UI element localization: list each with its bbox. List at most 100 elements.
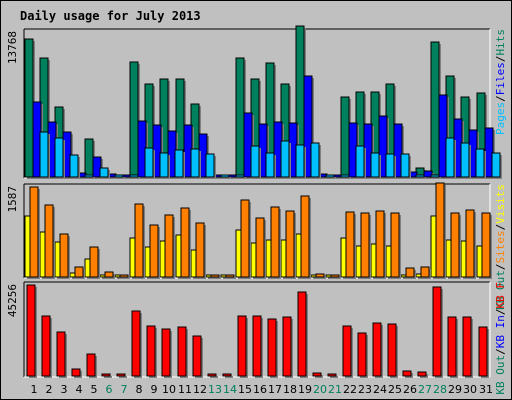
legend-item-top-2: Files [494,62,507,95]
bar-pages-day-6-shadow [117,177,125,179]
bar-kb-f-day-1 [26,284,36,377]
bar-sites-day-3 [59,233,69,278]
bar-sites-day-13-shadow [213,277,221,279]
bar-pages-day-25 [400,153,410,178]
bar-sites-day-26 [405,267,415,278]
bar-kb-f-day-7 [116,373,126,377]
bar-hits-day-5 [84,138,94,178]
bar-pages-day-10 [174,149,184,178]
bar-pages-day-2 [54,137,64,178]
bar-kb-f-day-21 [327,373,337,377]
bar-sites-day-27 [420,266,430,278]
bar-files-day-19 [303,75,313,178]
panel-middle-scale-label: 1587 [6,186,19,213]
bar-kb-f-day-6-shadow [104,376,112,378]
day-label-2: 2 [46,383,53,396]
day-label-1: 1 [31,383,38,396]
bar-pages-day-27 [430,174,440,178]
bar-kb-f-day-6 [101,373,111,377]
legend-item-middle-0: KB Out [494,270,507,310]
bar-pages-day-13-shadow [223,177,231,179]
bar-sites-day-23 [360,212,370,278]
bar-visits-day-7-shadow [117,277,124,279]
bar-pages-day-7-shadow [132,177,140,179]
bar-files-day-25 [393,123,403,178]
bar-pages-day-21-shadow [343,177,351,179]
bar-sites-day-19 [300,195,310,278]
legend-item-top-3: / [494,56,507,63]
legend-item-top-0: Pages [494,102,507,135]
day-label-25: 25 [388,383,402,396]
bar-pages-day-18 [295,144,305,178]
day-label-5: 5 [91,383,98,396]
bar-sites-day-21-shadow [333,277,341,279]
day-label-12: 12 [193,383,207,396]
bar-files-day-28 [438,94,448,178]
bar-kb-f-day-22 [342,325,352,377]
bar-kb-f-day-15 [237,315,247,377]
bar-pages-day-20 [325,174,335,178]
panel-bottom-legend: KB Out/KB In/KB F [494,282,507,395]
bar-visits-day-21-shadow [328,277,335,279]
bar-pages-day-24 [385,153,395,178]
bar-kb-f-day-18 [282,316,292,377]
series-files [32,75,495,179]
day-labels: 1 2 3 4 5 6 7 8 9 10 11 12 13 14 15 16 17 18 19 20 21 22 23 24 2… [31,383,494,396]
day-label-19: 19 [298,383,312,396]
bar-sites-day-18 [285,210,295,278]
bar-pages-day-15 [250,145,260,178]
bar-kb-f-day-13 [207,373,217,377]
legend-item-middle-4: Visits [494,184,507,224]
bar-visits-day-6-shadow [102,277,109,279]
day-label-17: 17 [268,383,282,396]
bar-pages-day-14-shadow [238,177,246,179]
day-label-13: 13 [208,383,222,396]
day-label-28: 28 [433,383,447,396]
bar-kb-f-day-8 [131,310,141,377]
day-label-11: 11 [178,383,192,396]
bar-sites-day-31 [481,212,491,278]
series-sites [29,182,492,279]
day-label-30: 30 [463,383,477,396]
bar-sites-day-8 [134,203,144,278]
legend-item-bottom-0: KB Out [494,355,507,395]
day-label-29: 29 [448,383,462,396]
bar-pages-day-4 [84,174,94,178]
bar-pages-day-16 [265,152,275,178]
bar-pages-day-30 [475,148,485,178]
bar-kb-f-day-16 [252,315,262,377]
bar-pages-day-26-shadow [418,177,426,179]
day-label-31: 31 [479,383,493,396]
bar-kb-f-day-7-shadow [119,376,127,378]
bar-pages-day-11 [190,148,200,178]
legend-item-bottom-4: KB F [494,282,507,309]
bar-sites-day-14-shadow [228,277,236,279]
day-label-22: 22 [343,383,357,396]
bar-sites-day-2 [44,204,54,278]
bar-kb-f-day-26 [402,370,412,377]
day-label-16: 16 [253,383,267,396]
day-label-15: 15 [238,383,252,396]
bar-pages-day-29 [460,142,470,178]
legend-item-top-4: Hits [494,29,507,56]
bar-kb-f-day-28 [432,286,442,377]
bar-files-day-14-shadow [231,177,239,179]
legend-item-middle-1: / [494,264,507,271]
day-label-9: 9 [151,383,158,396]
day-label-24: 24 [373,383,387,396]
bar-files-day-7-shadow [125,177,133,179]
bar-kb-f-day-24 [372,322,382,377]
bar-hits-day-28 [430,41,440,178]
day-label-4: 4 [76,383,83,396]
bar-pages-day-4-shadow [87,177,95,179]
day-label-3: 3 [61,383,68,396]
bar-kb-f-day-5 [86,353,96,377]
legend-item-bottom-1: / [494,348,507,355]
bar-sites-day-16 [255,217,265,278]
bar-sites-day-1 [29,186,39,278]
bar-visits-day-26-shadow [403,277,410,279]
